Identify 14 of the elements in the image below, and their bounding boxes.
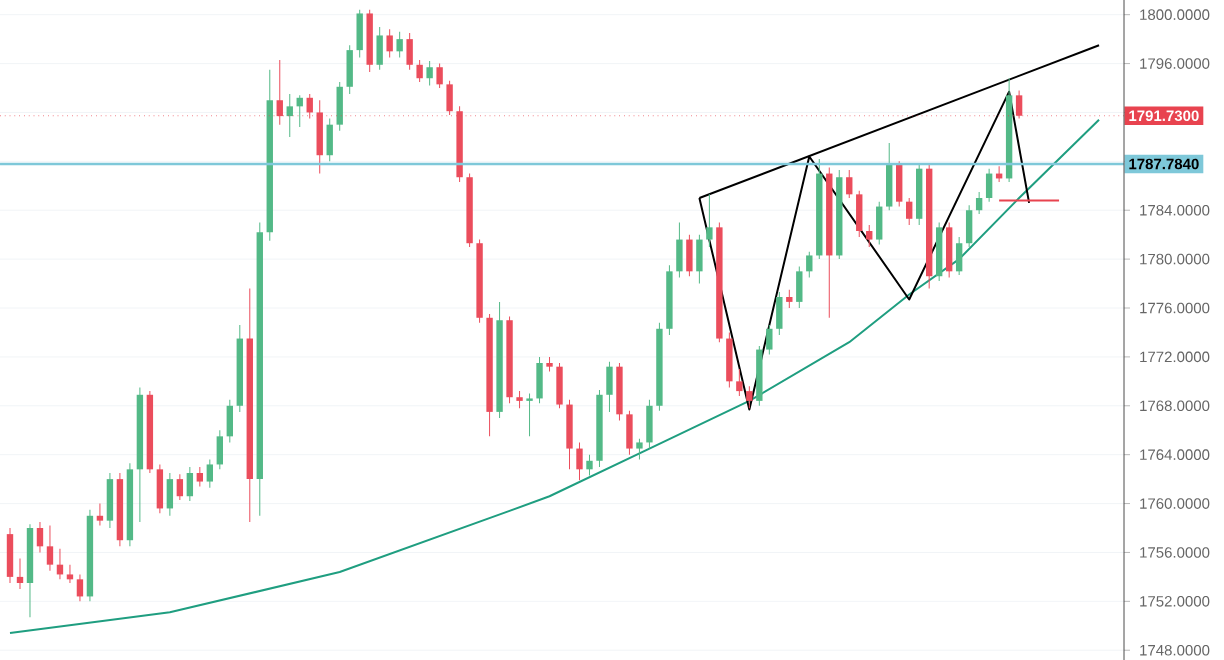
y-tick-label: 1756.0000 bbox=[1140, 547, 1210, 558]
y-tick-label: 1748.0000 bbox=[1140, 644, 1210, 656]
ref-line-label: 1791.7300 bbox=[1129, 110, 1199, 122]
y-tick-label: 1776.0000 bbox=[1140, 302, 1210, 314]
y-tick-label: 1764.0000 bbox=[1140, 449, 1210, 460]
y-tick-label: 1800.0000 bbox=[1140, 9, 1210, 20]
y-tick-label: 1796.0000 bbox=[1140, 58, 1210, 69]
y-tick-label: 1760.0000 bbox=[1140, 498, 1210, 509]
y-tick-label: 1780.0000 bbox=[1140, 253, 1210, 265]
y-tick-label: 1752.0000 bbox=[1140, 596, 1210, 607]
y-tick-label: 1768.0000 bbox=[1140, 400, 1210, 412]
y-tick-label: 1772.0000 bbox=[1140, 351, 1210, 363]
y-tick-label: 1784.0000 bbox=[1140, 204, 1210, 216]
ref-line-label: 1787.7840 bbox=[1129, 158, 1199, 170]
